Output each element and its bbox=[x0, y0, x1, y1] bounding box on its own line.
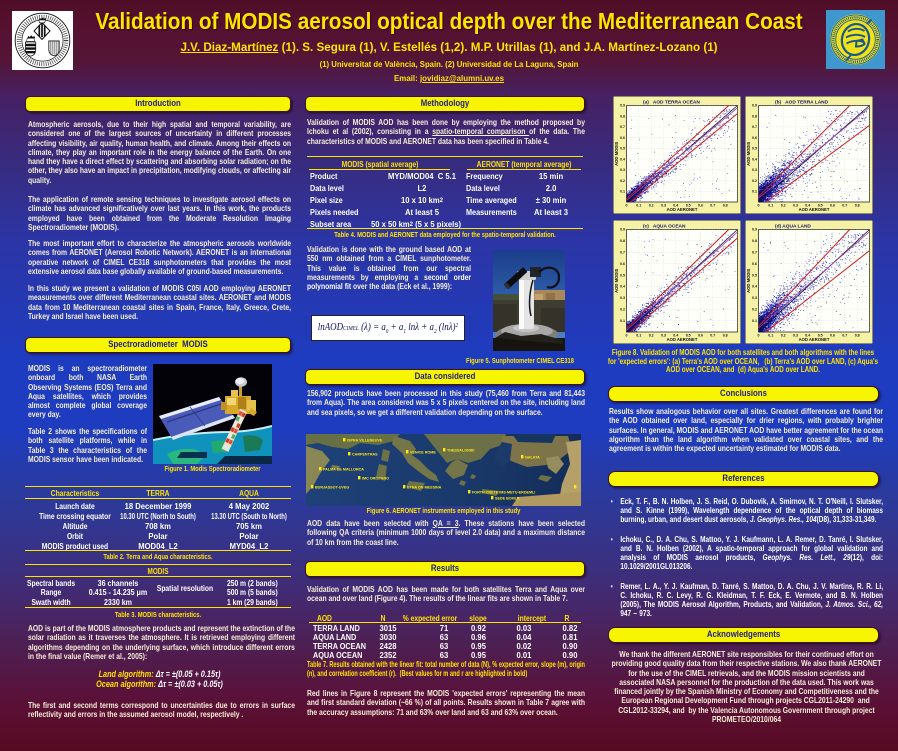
svg-text:0.5: 0.5 bbox=[752, 147, 757, 151]
svg-text:BURJASSOT-UVEG: BURJASSOT-UVEG bbox=[315, 486, 349, 490]
svg-text:AOD MODIS: AOD MODIS bbox=[614, 268, 619, 292]
svg-text:(d) AQUA LAND: (d) AQUA LAND bbox=[775, 224, 811, 230]
svg-text:0.5: 0.5 bbox=[818, 334, 823, 338]
svg-text:0.7: 0.7 bbox=[752, 251, 757, 255]
svg-text:0.1: 0.1 bbox=[768, 204, 773, 208]
svg-text:0.2: 0.2 bbox=[649, 334, 654, 338]
svg-text:0.4: 0.4 bbox=[620, 285, 625, 289]
svg-text:0.7: 0.7 bbox=[842, 204, 847, 208]
svg-text:0.7: 0.7 bbox=[752, 125, 757, 129]
svg-text:0.8: 0.8 bbox=[855, 334, 860, 338]
svg-text:0.8: 0.8 bbox=[723, 204, 728, 208]
svg-text:0.1: 0.1 bbox=[636, 334, 641, 338]
svg-text:AOD MODIS: AOD MODIS bbox=[746, 141, 751, 165]
svg-text:ISPRA VILLENEUVE: ISPRA VILLENEUVE bbox=[347, 439, 383, 443]
svg-text:0.5: 0.5 bbox=[686, 334, 691, 338]
svg-text:PALMA DE MALLORCA: PALMA DE MALLORCA bbox=[323, 468, 364, 472]
svg-text:0.1: 0.1 bbox=[752, 190, 757, 194]
svg-text:0.6: 0.6 bbox=[830, 204, 835, 208]
svg-text:0.4: 0.4 bbox=[805, 204, 810, 208]
svg-text:0.8: 0.8 bbox=[855, 204, 860, 208]
svg-text:THESSALONIKI: THESSALONIKI bbox=[447, 449, 474, 453]
svg-text:0.7: 0.7 bbox=[710, 334, 715, 338]
svg-text:0.3: 0.3 bbox=[793, 204, 798, 208]
svg-text:0.6: 0.6 bbox=[830, 334, 835, 338]
svg-text:0.1: 0.1 bbox=[636, 204, 641, 208]
svg-text:AOD AERONET: AOD AERONET bbox=[799, 337, 830, 342]
svg-text:AOD MODIS: AOD MODIS bbox=[746, 268, 751, 292]
svg-text:ETNA ON MESSINA: ETNA ON MESSINA bbox=[407, 486, 442, 490]
svg-text:0.5: 0.5 bbox=[818, 204, 823, 208]
svg-text:AOD AERONET: AOD AERONET bbox=[667, 337, 698, 342]
svg-text:(b) AOD TERRA LAND: (b) AOD TERRA LAND bbox=[775, 100, 829, 106]
svg-text:0.4: 0.4 bbox=[673, 204, 678, 208]
svg-text:0.8: 0.8 bbox=[620, 114, 625, 118]
svg-text:0.9: 0.9 bbox=[620, 228, 625, 232]
svg-text:0.2: 0.2 bbox=[752, 307, 757, 311]
svg-text:0.5: 0.5 bbox=[620, 147, 625, 151]
svg-text:0.6: 0.6 bbox=[752, 262, 757, 266]
svg-text:0.2: 0.2 bbox=[620, 307, 625, 311]
svg-text:0: 0 bbox=[626, 334, 628, 338]
svg-text:0.6: 0.6 bbox=[752, 136, 757, 140]
svg-text:0.6: 0.6 bbox=[698, 334, 703, 338]
svg-text:0.1: 0.1 bbox=[620, 190, 625, 194]
svg-text:0.5: 0.5 bbox=[752, 273, 757, 277]
svg-text:0.1: 0.1 bbox=[752, 319, 757, 323]
svg-text:0: 0 bbox=[758, 204, 760, 208]
svg-text:0.5: 0.5 bbox=[620, 273, 625, 277]
svg-text:0.2: 0.2 bbox=[649, 204, 654, 208]
svg-text:0.3: 0.3 bbox=[620, 168, 625, 172]
svg-text:0.7: 0.7 bbox=[620, 251, 625, 255]
svg-text:0.6: 0.6 bbox=[620, 262, 625, 266]
svg-text:0.2: 0.2 bbox=[781, 334, 786, 338]
svg-text:VENICE ROME: VENICE ROME bbox=[410, 451, 436, 455]
svg-text:0.3: 0.3 bbox=[620, 296, 625, 300]
svg-text:0.3: 0.3 bbox=[752, 296, 757, 300]
svg-text:0.4: 0.4 bbox=[752, 157, 757, 161]
svg-text:0.1: 0.1 bbox=[768, 334, 773, 338]
svg-text:CARPENTRAS: CARPENTRAS bbox=[352, 453, 378, 457]
svg-text:GALATA: GALATA bbox=[525, 456, 540, 460]
svg-text:0.4: 0.4 bbox=[752, 285, 757, 289]
svg-text:0.4: 0.4 bbox=[805, 334, 810, 338]
svg-text:0.2: 0.2 bbox=[620, 179, 625, 183]
svg-text:0.3: 0.3 bbox=[793, 334, 798, 338]
svg-text:0.2: 0.2 bbox=[781, 204, 786, 208]
svg-text:0.3: 0.3 bbox=[661, 334, 666, 338]
svg-text:FORTH CRETE IMS-METU-ERDEMLI: FORTH CRETE IMS-METU-ERDEMLI bbox=[472, 491, 535, 495]
svg-text:SEDE BOKER: SEDE BOKER bbox=[495, 497, 520, 501]
svg-text:0.8: 0.8 bbox=[752, 239, 757, 243]
svg-text:(c) AQUA OCEAN: (c) AQUA OCEAN bbox=[643, 224, 686, 230]
svg-text:0.9: 0.9 bbox=[620, 104, 625, 108]
svg-text:AOD AERONET: AOD AERONET bbox=[799, 207, 830, 212]
svg-text:0.4: 0.4 bbox=[673, 334, 678, 338]
svg-text:0.3: 0.3 bbox=[661, 204, 666, 208]
svg-text:0.6: 0.6 bbox=[698, 204, 703, 208]
svg-text:0.9: 0.9 bbox=[752, 104, 757, 108]
svg-text:0.8: 0.8 bbox=[723, 334, 728, 338]
svg-text:0.7: 0.7 bbox=[620, 125, 625, 129]
svg-text:0.7: 0.7 bbox=[842, 334, 847, 338]
svg-text:0.3: 0.3 bbox=[752, 168, 757, 172]
svg-text:0.4: 0.4 bbox=[620, 157, 625, 161]
svg-text:0.2: 0.2 bbox=[752, 179, 757, 183]
svg-text:AOD MODIS: AOD MODIS bbox=[614, 141, 619, 165]
svg-text:0.7: 0.7 bbox=[710, 204, 715, 208]
svg-text:0: 0 bbox=[626, 204, 628, 208]
svg-text:0.8: 0.8 bbox=[620, 239, 625, 243]
svg-text:IMC ORISTANO: IMC ORISTANO bbox=[362, 477, 389, 481]
svg-text:(a) AOD TERRA OCEAN: (a) AOD TERRA OCEAN bbox=[643, 100, 700, 106]
svg-text:0.9: 0.9 bbox=[752, 228, 757, 232]
svg-text:0.5: 0.5 bbox=[686, 204, 691, 208]
svg-text:0.1: 0.1 bbox=[620, 319, 625, 323]
svg-text:AOD AERONET: AOD AERONET bbox=[667, 207, 698, 212]
svg-text:0.8: 0.8 bbox=[752, 114, 757, 118]
svg-text:0: 0 bbox=[758, 334, 760, 338]
svg-text:0.6: 0.6 bbox=[620, 136, 625, 140]
